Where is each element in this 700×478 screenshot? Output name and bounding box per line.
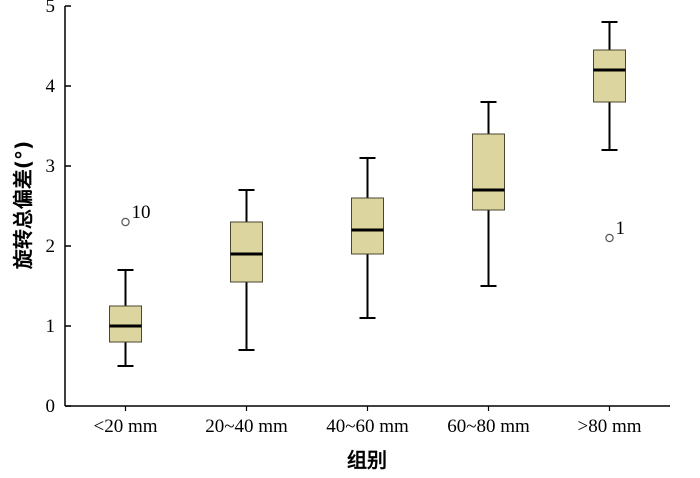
x-tick-label: 20~40 mm — [205, 416, 288, 437]
x-tick-label: >80 mm — [577, 416, 641, 437]
outlier-label: 10 — [132, 202, 151, 223]
y-tick-label: 2 — [46, 236, 56, 257]
box-iqr — [593, 49, 626, 103]
outlier-point — [121, 217, 130, 227]
x-tick-label: 40~60 mm — [326, 416, 409, 437]
y-tick-label: 3 — [46, 156, 56, 177]
x-tick-label: <20 mm — [93, 416, 157, 437]
y-tick-label: 1 — [46, 316, 56, 337]
x-tick-label: 60~80 mm — [447, 416, 530, 437]
outlier-point — [605, 233, 614, 243]
y-tick-label: 5 — [46, 0, 56, 17]
y-axis-label: 旋转总偏差(°) — [11, 141, 35, 270]
box-iqr — [472, 133, 505, 211]
x-axis-label: 组别 — [347, 448, 387, 472]
box-iqr — [230, 221, 263, 283]
y-tick-label: 4 — [46, 76, 56, 97]
plot-area: 0 1 2 3 4 5 <20 mm 20~40 mm 40~60 mm 60~80 mm >80 … — [46, 0, 670, 437]
box-iqr — [351, 197, 384, 255]
y-tick-label: 0 — [46, 396, 56, 417]
box-iqr — [109, 305, 142, 343]
outlier-label: 1 — [616, 218, 626, 239]
